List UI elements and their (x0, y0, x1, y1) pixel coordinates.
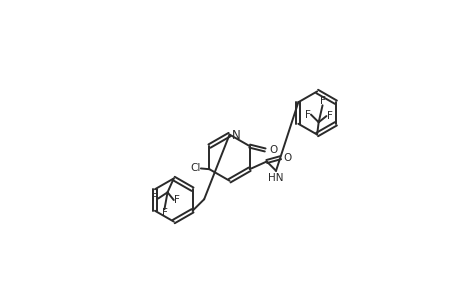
Text: F: F (304, 110, 310, 119)
Text: HN: HN (268, 173, 283, 183)
Text: F: F (152, 194, 158, 203)
Text: F: F (161, 208, 167, 218)
Text: F: F (326, 111, 332, 121)
Text: O: O (269, 145, 277, 155)
Text: F: F (319, 96, 325, 106)
Text: F: F (174, 195, 179, 205)
Text: N: N (231, 129, 240, 142)
Text: O: O (283, 153, 291, 163)
Text: Cl: Cl (190, 163, 200, 173)
